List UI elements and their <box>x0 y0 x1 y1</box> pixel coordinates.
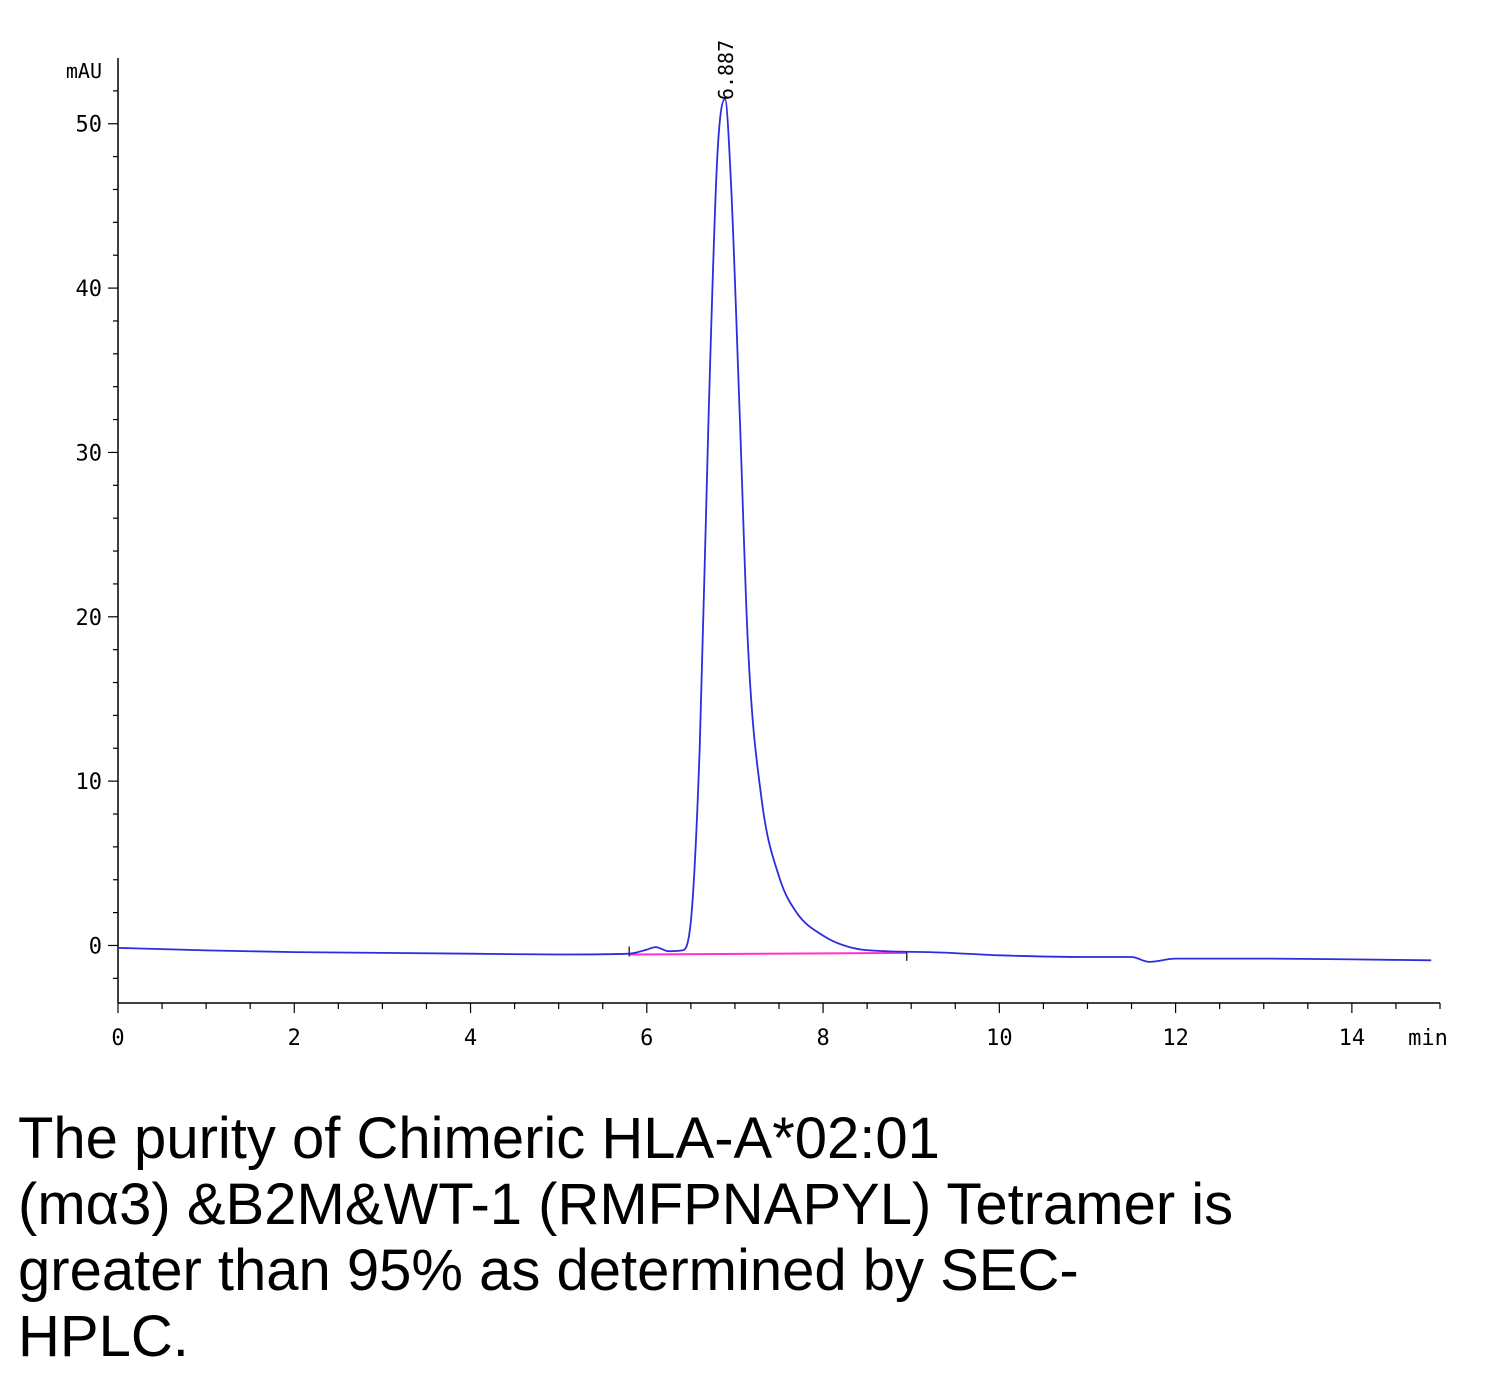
caption-line-3: greater than 95% as determined by SEC- <box>18 1238 1079 1303</box>
y-unit-label: mAU <box>66 59 102 83</box>
peak-label: 6.887 <box>714 40 738 100</box>
x-tick-label: 6 <box>640 1026 653 1051</box>
caption-line-2: (mα3) &B2M&WT-1 (RMFPNAPYL) Tetramer is <box>18 1172 1234 1237</box>
y-tick-label: 40 <box>76 277 103 302</box>
y-tick-label: 30 <box>76 441 103 466</box>
y-tick-label: 50 <box>76 113 103 138</box>
x-tick-label: 4 <box>464 1026 477 1051</box>
axes <box>108 58 1441 1013</box>
signal-trace <box>117 98 1432 963</box>
chromatogram-chart: 0 2 4 6 8 10 12 14 min 0 10 20 30 40 50 mAU 6.887 <box>66 40 1448 1051</box>
x-tick-label: 0 <box>111 1026 124 1051</box>
caption-line-4: HPLC. <box>18 1304 189 1369</box>
caption-line-1: The purity of Chimeric HLA-A*02:01 <box>18 1106 940 1171</box>
x-tick-label: 10 <box>986 1026 1013 1051</box>
x-tick-label: 12 <box>1162 1026 1189 1051</box>
x-tick-label: 2 <box>288 1026 301 1051</box>
x-unit-label: min <box>1408 1026 1448 1051</box>
tick-labels: 0 2 4 6 8 10 12 14 min 0 10 20 30 40 50 mAU 6.887 <box>66 40 1448 1051</box>
plot-area <box>117 98 1432 963</box>
integration-baseline <box>629 951 907 956</box>
caption: The purity of Chimeric HLA-A*02:01 (mα3)… <box>18 1106 1318 1370</box>
y-tick-label: 10 <box>76 770 103 795</box>
y-tick-label: 20 <box>76 606 103 631</box>
x-tick-label: 8 <box>816 1026 829 1051</box>
x-tick-label: 14 <box>1339 1026 1366 1051</box>
y-tick-label: 0 <box>89 934 102 959</box>
